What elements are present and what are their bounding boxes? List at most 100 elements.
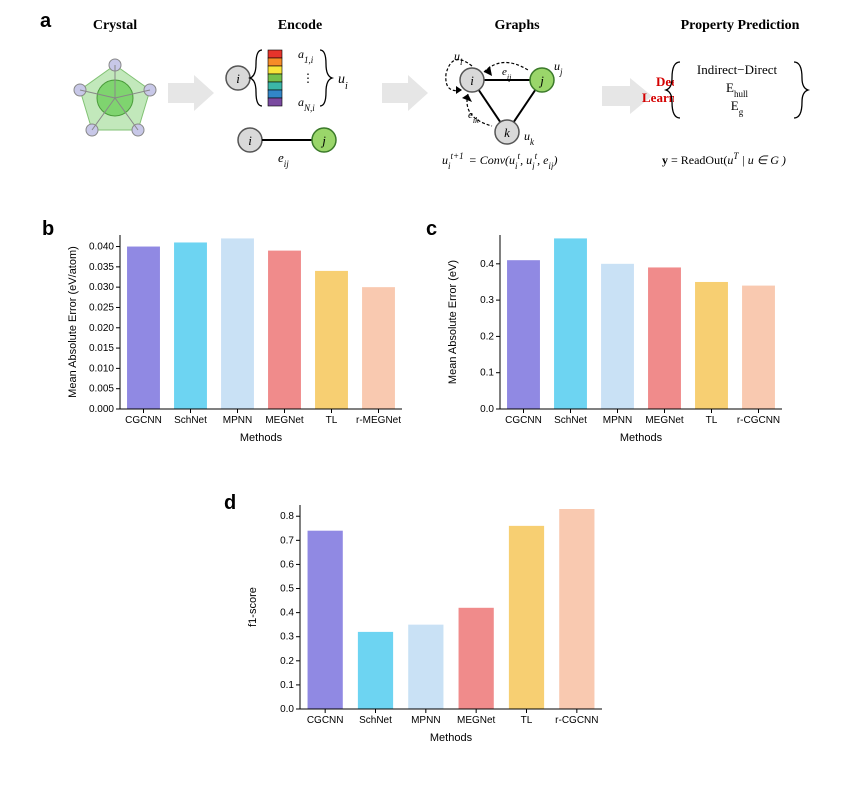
svg-text:0.6: 0.6 [280, 559, 294, 570]
svg-text:f1-score: f1-score [247, 587, 259, 627]
svg-text:TL: TL [521, 715, 533, 726]
svg-text:aN,i: aN,i [298, 95, 315, 113]
svg-text:0.035: 0.035 [89, 262, 114, 273]
svg-text:0.015: 0.015 [89, 343, 114, 354]
bar [408, 625, 443, 709]
svg-text:0.5: 0.5 [280, 584, 294, 595]
svg-text:0.3: 0.3 [480, 295, 494, 306]
svg-text:MEGNet: MEGNet [457, 715, 496, 726]
svg-text:SchNet: SchNet [359, 715, 392, 726]
svg-text:a1,i: a1,i [298, 47, 314, 65]
bar [509, 526, 544, 709]
bar [507, 260, 540, 409]
bar [554, 238, 587, 409]
bar [127, 247, 160, 409]
svg-text:0.020: 0.020 [89, 323, 114, 334]
svg-text:Indirect−Direct: Indirect−Direct [697, 62, 778, 77]
chart-b: 0.000 0.005 0.010 0.015 0.020 0.025 0.030 0.035… [62, 225, 412, 455]
bar [221, 238, 254, 409]
svg-text:0.010: 0.010 [89, 363, 114, 374]
bar [695, 282, 728, 409]
svg-text:0.2: 0.2 [480, 331, 494, 342]
bar [174, 242, 207, 409]
svg-text:0.1: 0.1 [280, 680, 294, 691]
svg-text:CGCNN: CGCNN [125, 415, 162, 426]
predict-header: Property Prediction [660, 18, 820, 34]
crystal-header: Crystal [60, 18, 170, 34]
svg-text:0.0: 0.0 [280, 704, 294, 715]
bar [315, 271, 348, 409]
bar [268, 251, 301, 409]
svg-text:CGCNN: CGCNN [505, 415, 542, 426]
svg-text:Methods: Methods [620, 432, 663, 444]
svg-text:0.030: 0.030 [89, 282, 114, 293]
svg-text:CGCNN: CGCNN [307, 715, 344, 726]
svg-text:0.3: 0.3 [280, 632, 294, 643]
svg-text:0.1: 0.1 [480, 368, 494, 379]
svg-text:MPNN: MPNN [603, 415, 632, 426]
svg-text:0.4: 0.4 [480, 259, 494, 270]
panel-c-label: c [426, 218, 437, 241]
svg-text:Methods: Methods [430, 732, 473, 744]
svg-text:TL: TL [326, 415, 338, 426]
svg-text:uj: uj [554, 59, 563, 77]
bar [742, 286, 775, 409]
bar [358, 632, 393, 709]
svg-text:0.025: 0.025 [89, 302, 114, 313]
panel-b-label: b [42, 218, 54, 241]
graphs-header: Graphs [432, 18, 602, 34]
svg-text:k: k [504, 125, 510, 140]
svg-text:y = ReadOut(uT | u ∈ G ): y = ReadOut(uT | u ∈ G ) [662, 151, 786, 167]
svg-text:MEGNet: MEGNet [265, 415, 304, 426]
bar [601, 264, 634, 409]
col-encode: Encode i a1,i ⋮ aN,i ui i j eij [220, 18, 380, 175]
svg-text:0.4: 0.4 [280, 608, 294, 619]
svg-text:0.0: 0.0 [480, 404, 494, 415]
svg-text:Eg: Eg [731, 98, 744, 117]
crystal-icon [60, 40, 170, 150]
svg-text:0.005: 0.005 [89, 384, 114, 395]
svg-text:Mean Absolute Error (eV): Mean Absolute Error (eV) [447, 260, 459, 384]
svg-text:ui: ui [338, 72, 348, 92]
encode-header: Encode [220, 18, 380, 34]
svg-text:ui: ui [454, 49, 463, 67]
svg-text:0.000: 0.000 [89, 404, 114, 415]
svg-text:SchNet: SchNet [174, 415, 207, 426]
bar [648, 267, 681, 409]
chart-d: 0.00.10.20.30.40.50.60.70.8CGCNNSchNetMP… [242, 495, 612, 755]
svg-text:TL: TL [706, 415, 718, 426]
graphs-diagram: i j k ui uj uk eij eik uit+1 = Conv(uit,… [432, 40, 602, 170]
svg-text:Ehull: Ehull [726, 80, 748, 99]
svg-text:0.8: 0.8 [280, 511, 294, 522]
col-crystal: Crystal [60, 18, 170, 155]
bar [308, 531, 343, 709]
encode-diagram: i a1,i ⋮ aN,i ui i j eij [220, 40, 380, 170]
svg-text:0.2: 0.2 [280, 656, 294, 667]
svg-text:eij: eij [278, 150, 289, 169]
svg-text:⋮: ⋮ [302, 71, 314, 85]
svg-text:uk: uk [524, 129, 535, 147]
svg-text:r-MEGNet: r-MEGNet [356, 415, 401, 426]
arrow-1 [168, 73, 216, 118]
svg-text:i: i [236, 71, 240, 86]
chart-c: 0.00.10.20.30.4CGCNNSchNetMPNNMEGNetTLr-… [442, 225, 792, 455]
svg-text:r-CGCNN: r-CGCNN [555, 715, 598, 726]
svg-text:MEGNet: MEGNet [645, 415, 684, 426]
bar [362, 287, 395, 409]
svg-text:i: i [248, 133, 252, 148]
arrow-2 [382, 73, 430, 118]
svg-text:i: i [470, 73, 474, 88]
svg-text:eik: eik [468, 109, 479, 125]
predict-diagram: Indirect−Direct Ehull Eg y = ReadOut(uT … [660, 40, 820, 170]
bar [459, 608, 494, 709]
col-predict: Property Prediction Indirect−Direct Ehul… [660, 18, 820, 175]
svg-text:MPNN: MPNN [411, 715, 440, 726]
panel-a-label: a [40, 10, 51, 33]
svg-text:Mean Absolute Error (eV/atom): Mean Absolute Error (eV/atom) [67, 246, 79, 398]
panel-a: Crystal Encode i [60, 18, 810, 178]
panel-d-label: d [224, 492, 236, 515]
svg-text:MPNN: MPNN [223, 415, 252, 426]
svg-text:Methods: Methods [240, 432, 283, 444]
svg-text:r-CGCNN: r-CGCNN [737, 415, 780, 426]
svg-text:0.040: 0.040 [89, 242, 114, 253]
